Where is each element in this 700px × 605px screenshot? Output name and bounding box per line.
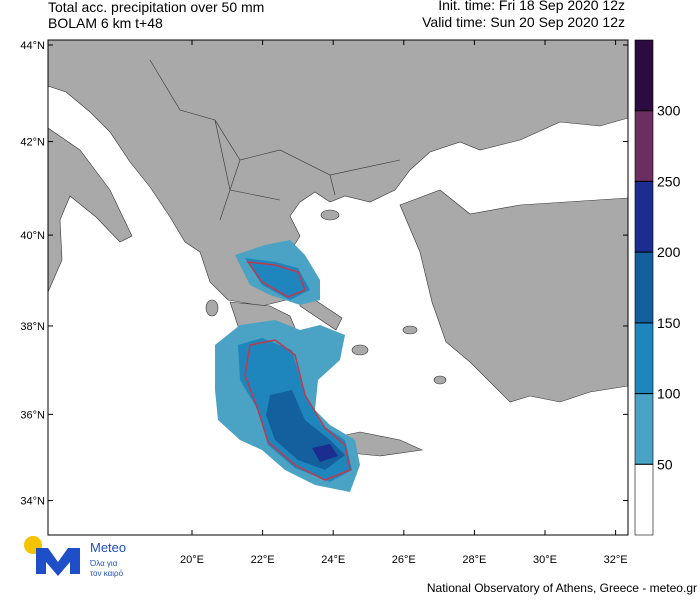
precip-area [245,258,310,300]
lon-label: 20°E [180,554,204,566]
colorbar-band [634,393,654,465]
colorbar-label: 100 [657,386,681,402]
precip-area [312,444,338,462]
italy [48,127,133,293]
colorbar-band [634,322,654,394]
island [320,209,340,221]
lon-label: 30°E [533,554,557,566]
colorbar-label: 150 [657,315,681,331]
map-area [48,40,628,535]
init-time: Init. time: Fri 18 Sep 2020 12z [438,0,625,13]
lat-label: 40°N [20,230,45,242]
island [205,299,219,317]
logo-name: Meteo [90,540,126,555]
map-frame [47,39,629,536]
valid-time: Valid time: Sun 20 Sep 2020 12z [422,14,625,30]
logo-mark [36,548,80,576]
lon-label: 26°E [392,554,416,566]
colorbar-band [634,110,654,182]
island [402,325,418,335]
lon-label: 22°E [251,554,275,566]
island [433,375,447,385]
lat-label: 42°N [20,137,45,149]
lat-label: 36°N [20,409,45,421]
lon-label: 24°E [321,554,345,566]
turkey [399,189,628,403]
contour-line [244,261,351,481]
lon-label: 32°E [604,554,628,566]
lat-label: 44°N [20,40,45,52]
island [351,344,369,356]
title: BOLAM 6 km t+48 [48,15,163,31]
colorbar-label: 50 [657,456,673,472]
colorbar-label: 300 [657,103,681,119]
title: Total acc. precipitation over 50 mm [48,0,264,15]
colorbar-band [634,39,654,112]
colorbar-label: 200 [657,244,681,260]
colorbar-band [634,181,654,253]
logo-tagline: Όλα για [89,559,118,568]
country-border [149,59,401,221]
colorbar-band [634,251,654,324]
logo: Meteo Όλα για τον καιρό [24,536,126,578]
colorbar-label: 250 [657,173,681,189]
logo-tagline: τον καιρό [90,569,124,578]
footer: National Observatory of Athens, Greece -… [427,581,697,595]
lon-label: 28°E [462,554,486,566]
lat-label: 34°N [20,496,45,508]
lat-label: 38°N [20,321,45,333]
colorbar-band [634,463,654,536]
